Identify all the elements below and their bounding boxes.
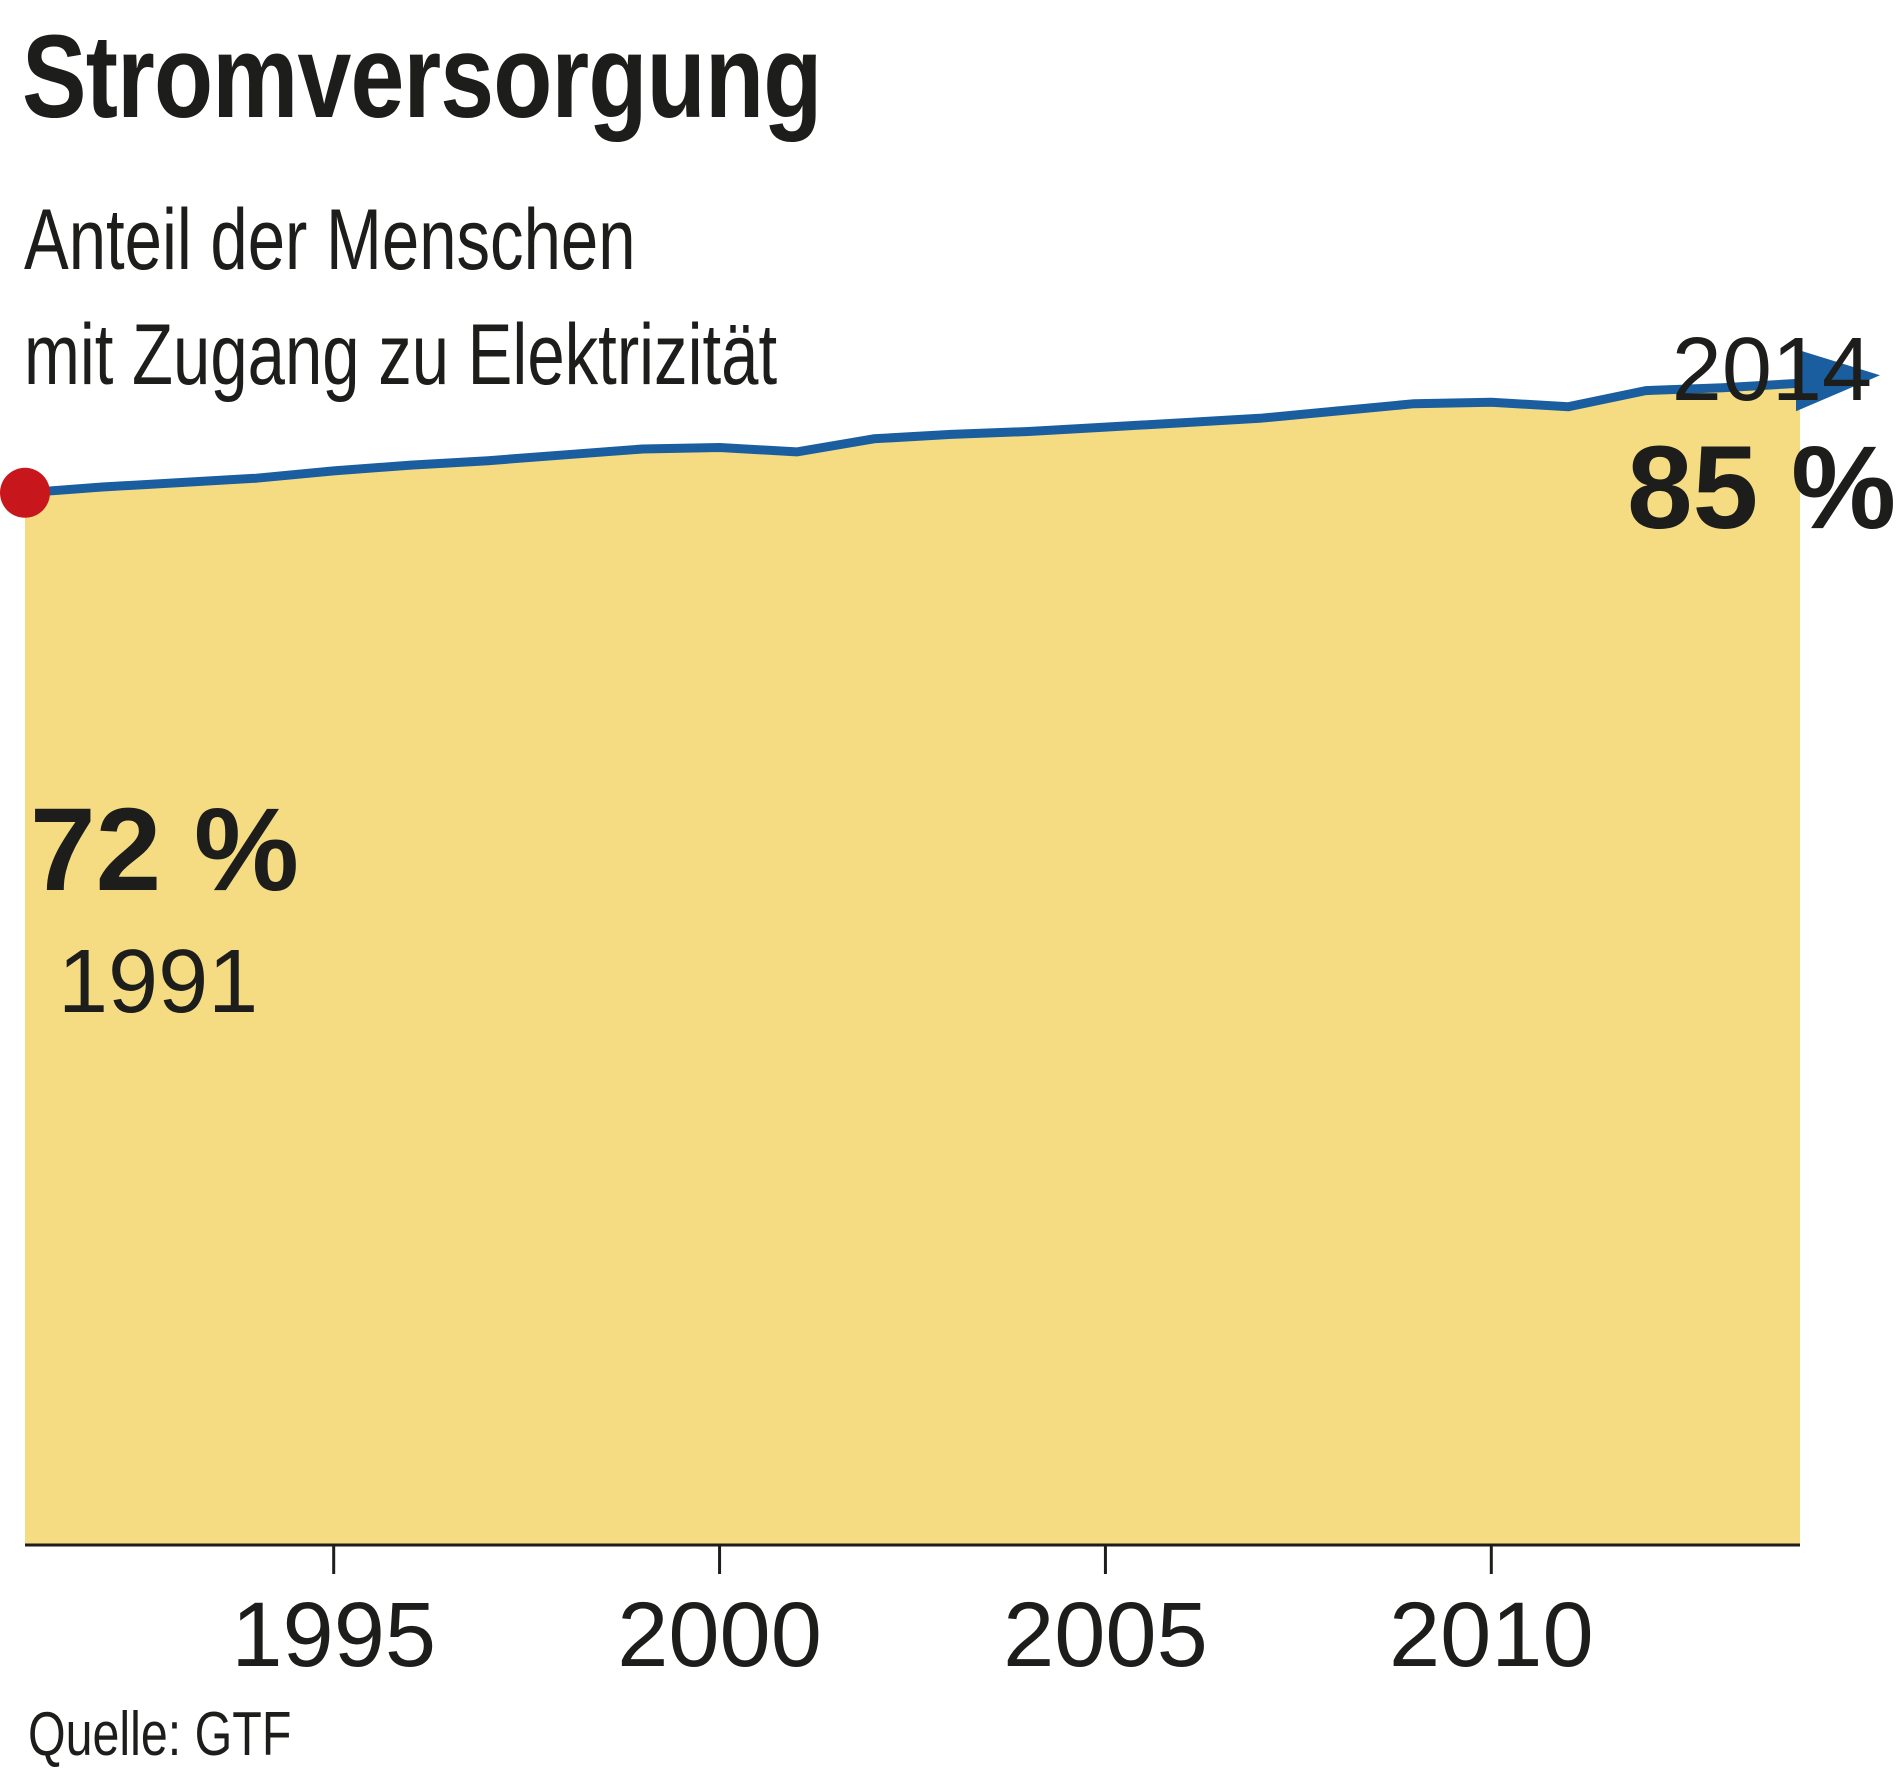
start-value-label: 72 % xyxy=(30,784,299,916)
start-year-label: 1991 xyxy=(58,932,258,1032)
end-year-label: 2014 xyxy=(1672,320,1872,420)
area-fill xyxy=(25,383,1800,1544)
x-tick-label: 1995 xyxy=(231,1584,436,1686)
source-note: Quelle: GTF xyxy=(28,1700,292,1769)
start-point-marker xyxy=(0,467,50,518)
chart-subtitle-line2: mit Zugang zu Elektrizität xyxy=(24,307,778,403)
x-tick-label: 2005 xyxy=(1003,1584,1208,1686)
end-value-label: 85 % xyxy=(1627,422,1896,554)
chart-title: Stromversorgung xyxy=(22,11,822,143)
series-line xyxy=(24,378,1801,498)
end-arrow-icon xyxy=(1796,349,1880,412)
x-tick-label: 2000 xyxy=(617,1584,822,1686)
chart-subtitle-line1: Anteil der Menschen xyxy=(24,192,636,288)
x-axis-ticks: 1995 2000 2005 2010 xyxy=(231,1544,1594,1686)
x-tick-label: 2010 xyxy=(1389,1584,1594,1686)
